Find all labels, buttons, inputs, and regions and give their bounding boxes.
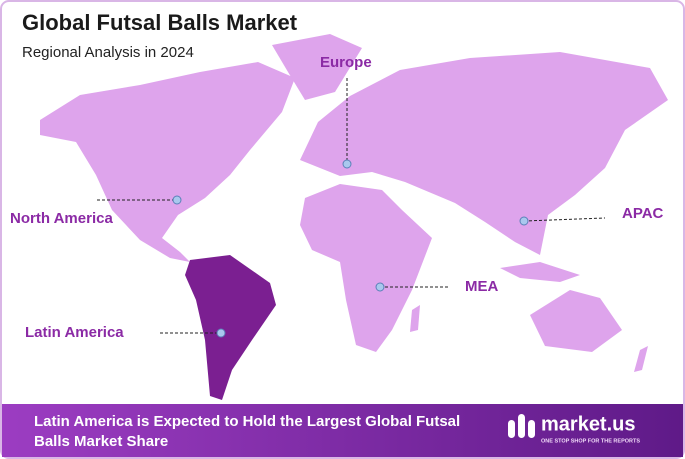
africa	[300, 184, 432, 352]
footer-band	[2, 404, 683, 457]
footer-text: Latin America is Expected to Hold the La…	[34, 413, 461, 450]
region-label: APAC	[622, 205, 664, 222]
markers	[172, 159, 529, 338]
marker	[375, 282, 385, 292]
australia	[530, 290, 622, 352]
logo-tagline: ONE STOP SHOP FOR THE REPORTS	[541, 438, 640, 444]
marker	[342, 159, 352, 169]
title: Global Futsal Balls Market	[22, 10, 298, 35]
region-label: North America	[10, 210, 113, 227]
madagascar	[410, 305, 420, 332]
south-america	[185, 255, 276, 400]
logo-bar	[508, 420, 515, 438]
region-label: Latin America	[25, 324, 124, 341]
logo-bar	[528, 420, 535, 438]
world-map	[40, 34, 668, 400]
region-label: Europe	[320, 54, 372, 71]
eurasia	[300, 52, 668, 255]
greenland	[272, 34, 362, 100]
connectors	[97, 78, 606, 334]
logo-name: market.us	[541, 413, 636, 435]
north-america	[40, 62, 295, 262]
logo-icon	[508, 414, 535, 438]
indonesia	[500, 262, 580, 282]
connector	[523, 217, 606, 222]
region-label: MEA	[465, 278, 499, 295]
new-zealand	[634, 346, 648, 372]
subtitle: Regional Analysis in 2024	[22, 44, 194, 61]
marker	[216, 328, 226, 338]
marker	[172, 195, 182, 205]
logo-bar	[518, 414, 525, 438]
marker	[519, 216, 529, 226]
